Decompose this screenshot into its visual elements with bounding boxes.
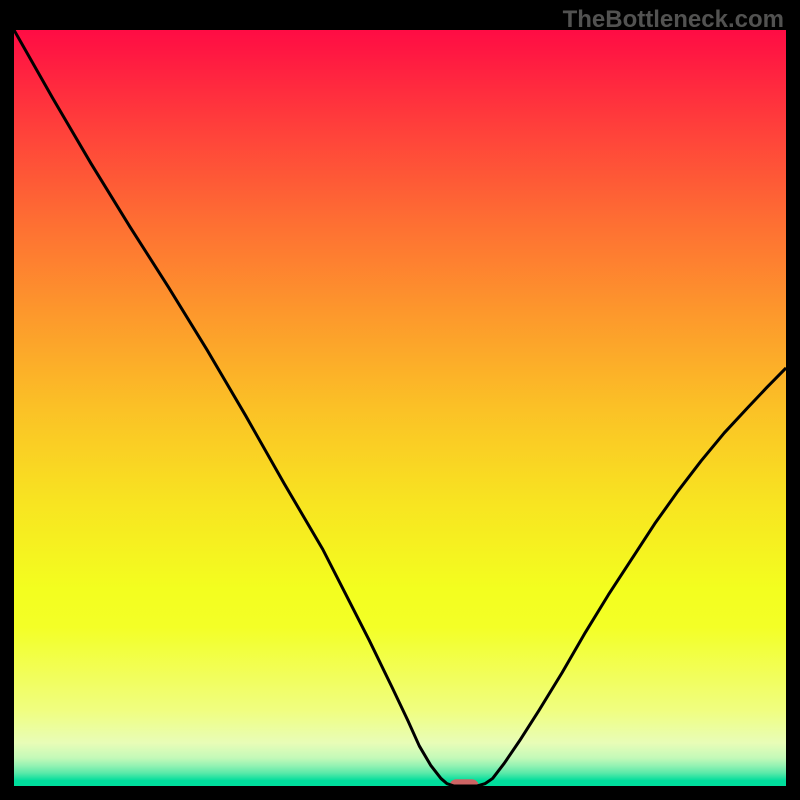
plot-area <box>14 30 786 786</box>
watermark-label: TheBottleneck.com <box>563 6 784 34</box>
plot-background <box>14 30 786 786</box>
plot-svg <box>14 30 786 786</box>
